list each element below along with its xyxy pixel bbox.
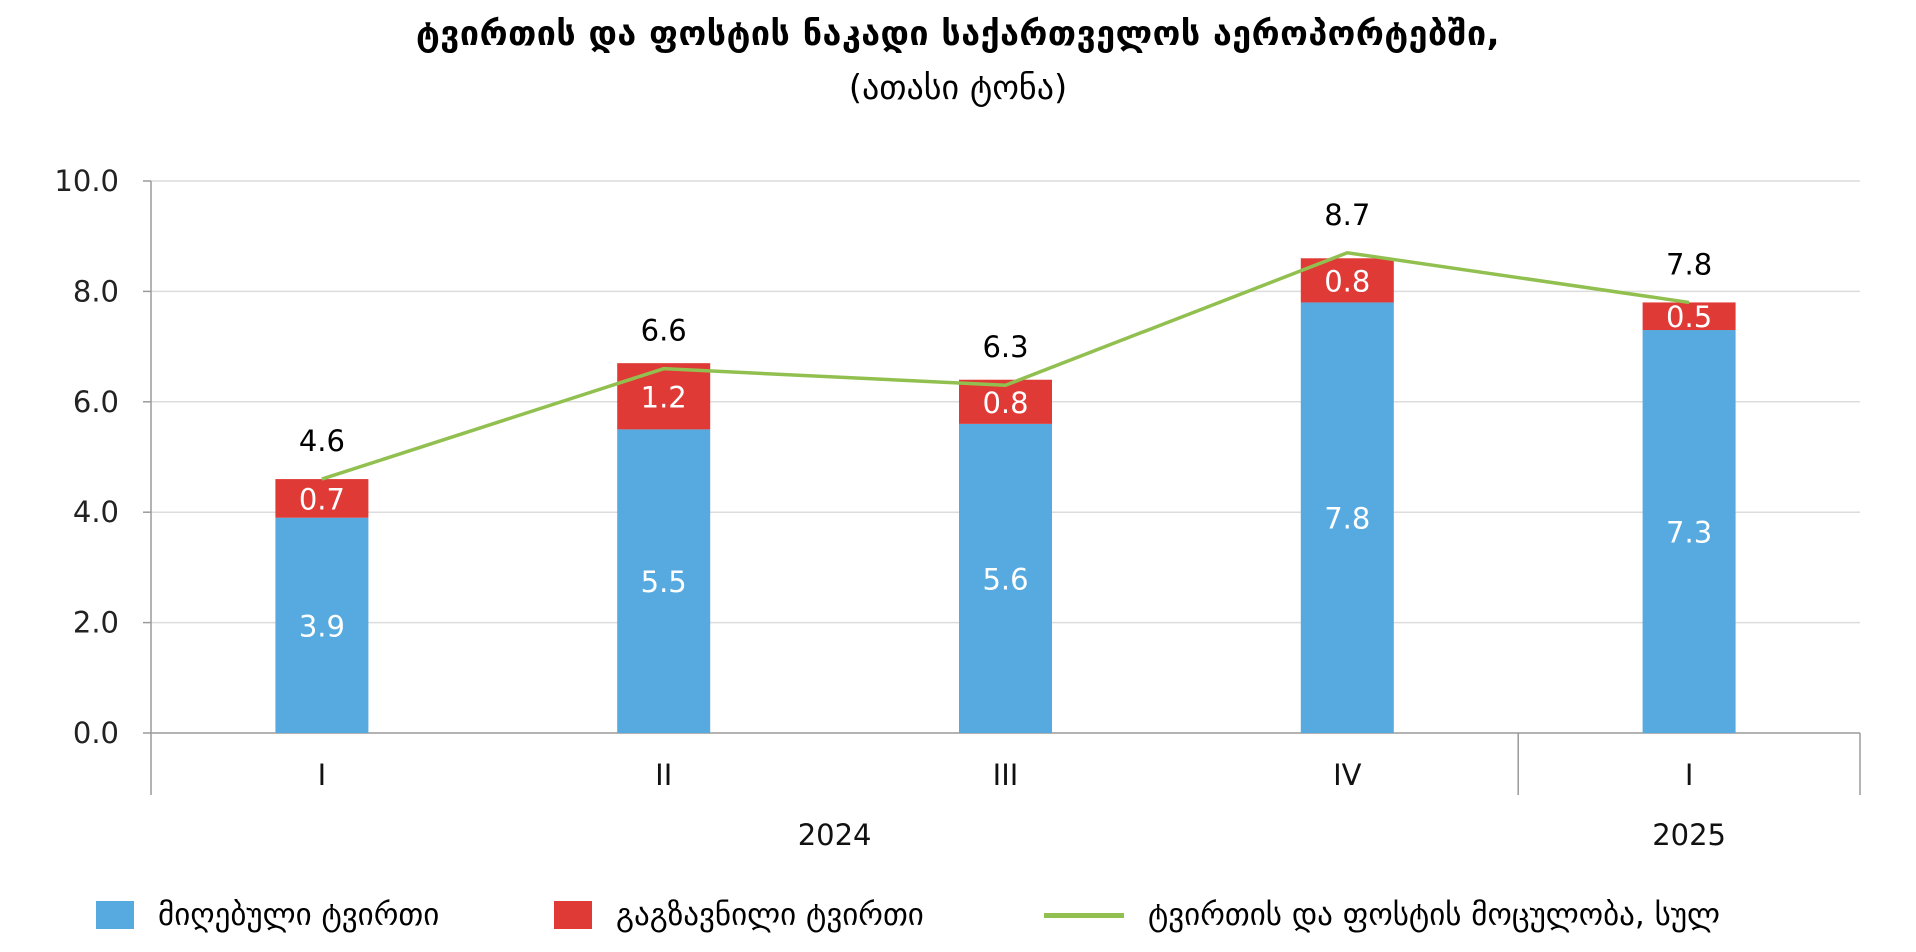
chart-title: ტვირთის და ფოსტის ნაკადი საქართველოს აერ… xyxy=(415,14,1501,54)
legend-label-received: მიღებული ტვირთი xyxy=(158,897,440,933)
data-label-sent: 1.2 xyxy=(641,380,687,414)
x-category-label: II xyxy=(655,758,672,792)
legend-swatch-received xyxy=(96,901,134,929)
data-label-sent: 0.8 xyxy=(1324,264,1370,298)
data-label-total: 4.6 xyxy=(299,424,345,458)
legend-item-total: ტვირთის და ფოსტის მოცულობა, სულ xyxy=(1044,897,1720,933)
year-label: 2025 xyxy=(1652,818,1726,852)
legend-label-total: ტვირთის და ფოსტის მოცულობა, სულ xyxy=(1148,897,1721,933)
x-category-label: I xyxy=(1685,758,1694,792)
data-label-received: 3.9 xyxy=(299,609,345,643)
bar-received xyxy=(275,517,369,733)
y-tick-label: 8.0 xyxy=(73,274,119,308)
data-label-total: 7.8 xyxy=(1666,247,1712,281)
data-label-total: 8.7 xyxy=(1324,198,1370,232)
bar-received xyxy=(1642,330,1736,733)
bar-sent xyxy=(1642,302,1736,331)
legend-label-sent: გაგზავნილი ტვირთი xyxy=(616,897,924,933)
data-label-sent: 0.8 xyxy=(982,386,1028,420)
bar-sent xyxy=(959,379,1052,424)
legend-item-received: მიღებული ტვირთი xyxy=(96,897,439,933)
y-tick-label: 10.0 xyxy=(54,164,119,198)
y-tick-label: 4.0 xyxy=(73,495,119,529)
x-category-label: I xyxy=(318,758,327,792)
data-label-sent: 0.7 xyxy=(299,482,345,516)
year-label: 2024 xyxy=(798,818,872,852)
data-label-received: 7.8 xyxy=(1324,502,1370,536)
bar-sent xyxy=(275,479,369,518)
data-label-received: 5.5 xyxy=(641,565,687,599)
y-tick-label: 2.0 xyxy=(73,606,119,640)
legend-item-sent: გაგზავნილი ტვირთი xyxy=(554,897,924,933)
bar-received xyxy=(617,429,711,733)
data-label-received: 5.6 xyxy=(982,562,1028,596)
data-label-total: 6.3 xyxy=(982,330,1028,364)
data-label-sent: 0.5 xyxy=(1666,300,1712,334)
y-tick-label: 6.0 xyxy=(73,385,119,419)
bar-received xyxy=(959,423,1052,733)
data-label-received: 7.3 xyxy=(1666,516,1712,550)
chart-subtitle: (ათასი ტონა) xyxy=(848,68,1068,108)
y-tick-label: 0.0 xyxy=(73,716,119,750)
bar-sent xyxy=(617,363,711,430)
x-category-label: III xyxy=(993,758,1019,792)
bar-received xyxy=(1300,302,1394,733)
legend-swatch-total xyxy=(1044,912,1124,918)
legend-swatch-sent xyxy=(554,901,592,929)
x-category-label: IV xyxy=(1333,758,1362,792)
data-label-total: 6.6 xyxy=(641,314,687,348)
